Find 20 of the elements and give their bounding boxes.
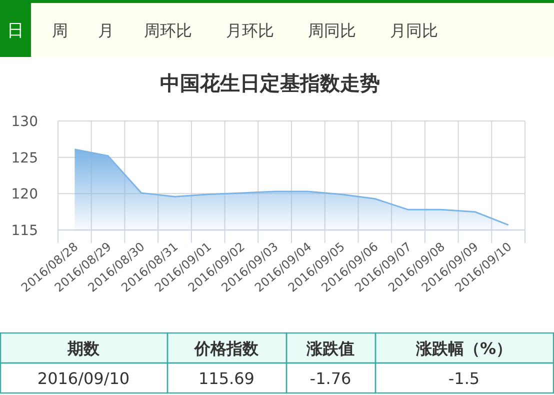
text: 月环比 xyxy=(226,21,274,40)
text: 涨跌值 xyxy=(306,339,354,358)
text: 2016/09/10 xyxy=(37,369,130,388)
text: 周环比 xyxy=(144,21,192,40)
text: 周 xyxy=(52,21,68,40)
chart-title: 中国花生日定基指数走势 xyxy=(160,71,380,95)
y-tick-label: 125 xyxy=(11,150,38,166)
text: 115.69 xyxy=(198,369,254,388)
y-tick-label: 130 xyxy=(11,114,38,130)
text: 涨跌幅（%） xyxy=(414,339,512,358)
text: -1.5 xyxy=(448,369,480,388)
y-tick-label: 120 xyxy=(11,186,38,203)
text: 月同比 xyxy=(390,21,438,40)
text: 周同比 xyxy=(308,21,356,40)
text: 月 xyxy=(98,21,114,40)
y-tick-label: 115 xyxy=(11,223,38,239)
text: 价格指数 xyxy=(194,339,260,358)
text: 期数 xyxy=(66,339,100,358)
text: 日 xyxy=(7,21,24,41)
text: -1.76 xyxy=(310,369,352,388)
